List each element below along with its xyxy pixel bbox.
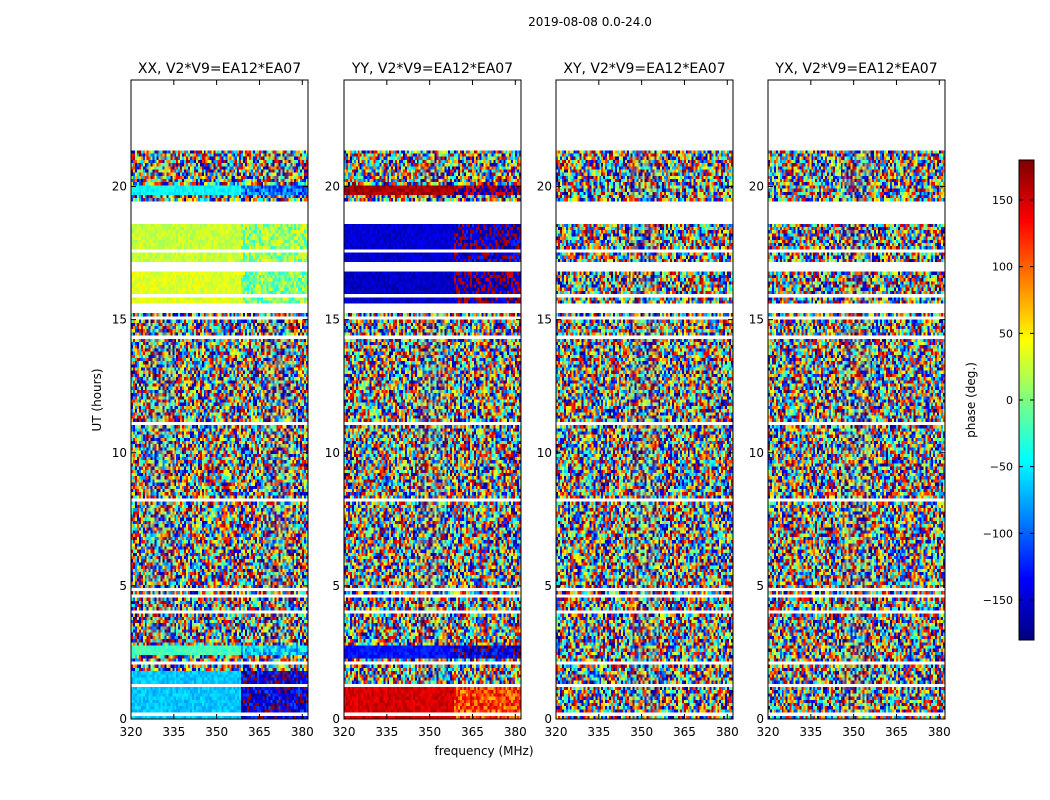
x-tick-label: 350 — [205, 725, 228, 739]
panel-2: YY, V2*V9=EA12*EA07 320 335 350 365 380 0 5 10 15… — [325, 61, 527, 739]
panel-4-title: YX, V2*V9=EA12*EA07 — [774, 61, 937, 77]
y-tick-label: 10 — [112, 446, 127, 460]
x-tick-label: 320 — [757, 725, 780, 739]
colorbar-tick-label: 0 — [1006, 394, 1013, 407]
y-tick-label: 15 — [325, 313, 340, 327]
colorbar-tick-label: 100 — [992, 261, 1013, 274]
x-tick-label: 335 — [587, 725, 610, 739]
x-tick-label: 380 — [504, 725, 527, 739]
x-tick-label: 320 — [545, 725, 568, 739]
panel-1-title: XX, V2*V9=EA12*EA07 — [138, 61, 301, 77]
y-tick-label: 20 — [112, 180, 127, 194]
y-tick-label: 20 — [749, 180, 764, 194]
colorbar: 150 100 50 0 −50 −100 −150 — [983, 159, 1035, 641]
y-tick-label: 0 — [119, 712, 127, 726]
panel-1: XX, V2*V9=EA12*EA07 320 335 350 365 380 0 5 10 15… — [112, 61, 314, 739]
y-tick-label: 20 — [325, 180, 340, 194]
y-tick-label: 5 — [756, 579, 764, 593]
y-tick-label: 0 — [544, 712, 552, 726]
x-tick-label: 320 — [120, 725, 143, 739]
x-axis-label: frequency (MHz) — [434, 744, 533, 758]
panel-2-frame — [343, 79, 522, 720]
panel-4: YX, V2*V9=EA12*EA07 320 335 350 365 380 0 5 10 15… — [749, 61, 951, 739]
panel-4-heatmap — [768, 80, 945, 719]
x-tick-label: 380 — [291, 725, 314, 739]
x-tick-label: 335 — [799, 725, 822, 739]
x-tick-label: 365 — [248, 725, 271, 739]
panel-2-heatmap — [344, 80, 521, 719]
y-tick-label: 10 — [325, 446, 340, 460]
x-tick-label: 335 — [375, 725, 398, 739]
x-tick-label: 380 — [716, 725, 739, 739]
colorbar-tick-label: −50 — [990, 461, 1013, 474]
panel-1-frame — [130, 79, 309, 720]
x-tick-label: 335 — [162, 725, 185, 739]
y-tick-label: 10 — [537, 446, 552, 460]
colorbar-tick-label: 50 — [999, 327, 1013, 340]
x-tick-label: 380 — [928, 725, 951, 739]
panel-3-frame — [555, 79, 734, 720]
x-tick-label: 350 — [418, 725, 441, 739]
colorbar-label: phase (deg.) — [964, 362, 978, 438]
panel-2-title: YY, V2*V9=EA12*EA07 — [351, 61, 513, 77]
y-tick-label: 5 — [332, 579, 340, 593]
y-tick-label: 0 — [332, 712, 340, 726]
y-tick-label: 20 — [537, 180, 552, 194]
x-tick-label: 365 — [673, 725, 696, 739]
y-tick-label: 15 — [537, 313, 552, 327]
panel-1-heatmap — [131, 80, 308, 719]
x-tick-label: 365 — [461, 725, 484, 739]
y-tick-label: 10 — [749, 446, 764, 460]
y-tick-label: 0 — [756, 712, 764, 726]
y-axis-label: UT (hours) — [90, 368, 104, 431]
x-tick-label: 350 — [842, 725, 865, 739]
x-tick-label: 350 — [630, 725, 653, 739]
y-tick-label: 5 — [544, 579, 552, 593]
panels: XX, V2*V9=EA12*EA07 320 335 350 365 380 0 5 10 15… — [112, 61, 951, 739]
colorbar-tick-label: 150 — [992, 194, 1013, 207]
figure-suptitle: 2019-08-08 0.0-24.0 — [528, 15, 652, 29]
y-tick-label: 15 — [749, 313, 764, 327]
x-tick-label: 365 — [885, 725, 908, 739]
colorbar-gradient — [1019, 160, 1034, 640]
panel-3-title: XY, V2*V9=EA12*EA07 — [563, 61, 725, 77]
panel-3-heatmap — [556, 80, 733, 719]
y-tick-label: 5 — [119, 579, 127, 593]
y-tick-label: 15 — [112, 313, 127, 327]
panel-4-frame — [767, 79, 946, 720]
colorbar-tick-label: −150 — [983, 594, 1013, 607]
x-tick-label: 320 — [333, 725, 356, 739]
colorbar-tick-label: −100 — [983, 527, 1013, 540]
panel-3: XY, V2*V9=EA12*EA07 320 335 350 365 380 0 5 10 15… — [537, 61, 739, 739]
